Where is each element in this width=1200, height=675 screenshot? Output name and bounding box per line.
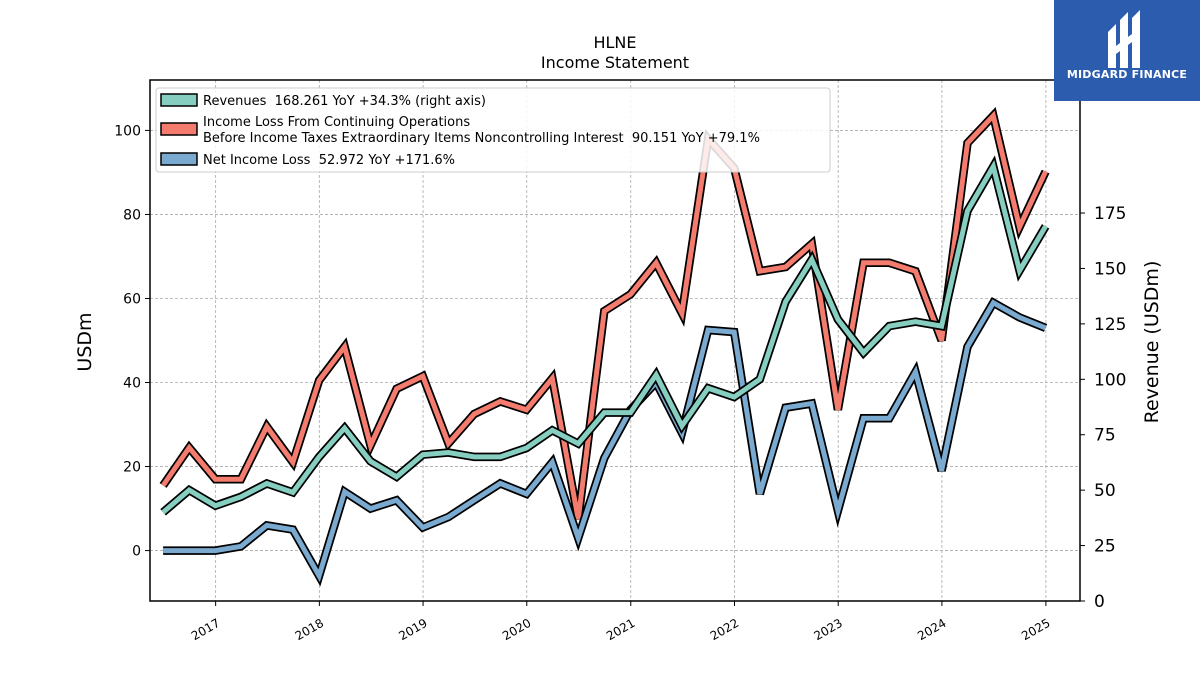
series-line-net-income <box>163 299 1047 583</box>
y-axis-label-left: USDm <box>74 312 96 371</box>
y-tick-label-right: 0 <box>1094 592 1105 612</box>
y-tick-label-left: 20 <box>123 460 141 476</box>
y-tick-label-right: 175 <box>1094 204 1126 224</box>
x-tick-label: 2017 <box>189 616 222 643</box>
legend: Revenues 168.261 YoY +34.3% (right axis)… <box>155 87 831 173</box>
series-line-revenues <box>161 159 1048 515</box>
y-tick-label-left: 60 <box>123 291 141 307</box>
midgard-logo-icon <box>1108 10 1140 68</box>
series-layer <box>159 107 1050 587</box>
x-tick-label: 2019 <box>396 616 429 643</box>
y-tick-label-left: 40 <box>123 376 141 392</box>
x-tick-label: 2022 <box>708 616 741 643</box>
x-tick-label: 2018 <box>293 616 326 643</box>
y-tick-label-right: 125 <box>1094 315 1126 335</box>
y-tick-label-left: 80 <box>123 207 141 223</box>
legend-swatch-revenues <box>160 93 198 107</box>
legend-swatch-pretax-income <box>160 122 198 136</box>
legend-box <box>155 87 831 173</box>
legend-label-pretax-income-line1: Income Loss From Continuing Operations <box>203 115 470 130</box>
series-line-pretax-income <box>161 110 1048 520</box>
x-tick-label: 2020 <box>500 616 533 643</box>
y-tick-label-right: 150 <box>1094 259 1126 279</box>
x-tick-label: 2024 <box>915 616 948 643</box>
y-tick-label-right: 75 <box>1094 426 1116 446</box>
y-tick-label-right: 50 <box>1094 481 1116 501</box>
y-axis-label-right: Revenue (USDm) <box>1141 261 1163 424</box>
y-tick-label-left: 0 <box>132 544 141 560</box>
y-tick-label-right: 25 <box>1094 537 1116 557</box>
legend-label-pretax-income-line2: Before Income Taxes Extraordinary Items … <box>203 131 760 146</box>
x-tick-label: 2023 <box>811 616 844 643</box>
y-tick-label-left: 100 <box>114 123 141 139</box>
brand-logo: MIDGARD FINANCE <box>1054 0 1200 101</box>
x-tick-label: 2025 <box>1019 616 1052 643</box>
chart-subtitle: Income Statement <box>541 53 689 72</box>
plot-frame <box>149 79 1081 602</box>
legend-label-revenues: Revenues 168.261 YoY +34.3% (right axis) <box>203 94 486 109</box>
chart-title: HLNE <box>593 33 636 52</box>
legend-swatch-net-income <box>160 152 198 166</box>
legend-label-net-income: Net Income Loss 52.972 YoY +171.6% <box>203 153 455 168</box>
brand-name: MIDGARD FINANCE <box>1066 68 1188 81</box>
x-tick-label: 2021 <box>604 616 637 643</box>
y-tick-label-right: 100 <box>1094 370 1126 390</box>
